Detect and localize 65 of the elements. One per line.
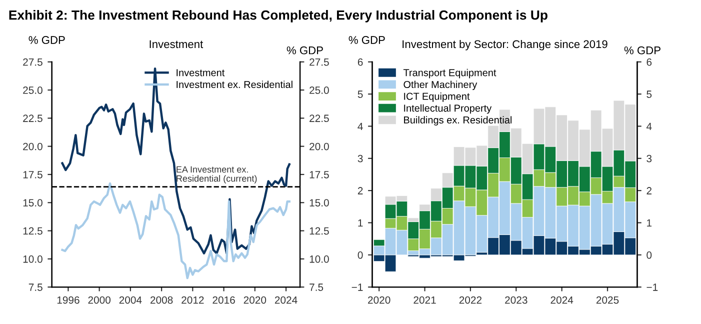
y-tick-label: 4 [358,122,363,130]
y2-tick-label: 4 [646,122,652,130]
x-tick-label: 2022 [459,296,482,304]
y-axis-title: % GDP [28,36,65,44]
y-tick-label: 25.0 [23,86,42,94]
legend-label: Investment [176,69,225,76]
x-tick-label: 2016 [212,296,235,304]
x-tick-label: 2024 [550,296,574,304]
y-tick-label: 3 [358,154,363,162]
y2-tick-label: 3 [646,154,652,162]
x-tick-label: 2012 [182,296,204,304]
legend-label: Investment ex. Residential [176,80,292,88]
x-tick-label: 2025 [596,296,619,304]
line-series [61,182,290,280]
y2-tick-label: −1 [646,284,658,291]
y2-tick-label: 0 [646,251,652,259]
legend-label: ICT Equipment [404,92,470,102]
y-tick-label: 7.5 [28,284,42,291]
y-tick-label: 27.5 [23,58,42,66]
x-tick-label: 2008 [150,296,173,304]
x-tick-label: 2023 [505,296,528,304]
y2-tick-label: 22.5 [310,114,329,122]
y-tick-label: 0 [358,251,363,259]
x-tick-label: 2024 [274,296,298,304]
y2-tick-label: 12.5 [310,227,329,235]
y-tick-label: 6 [358,58,363,66]
y-tick-label: 17.5 [23,171,42,178]
y2-tick-label: 17.5 [310,171,329,178]
y2-tick-label: 27.5 [310,58,329,66]
y2-axis-title: % GDP [286,46,323,54]
x-tick-label: 2020 [244,296,266,304]
y2-tick-label: 20.0 [310,142,329,150]
y2-tick-label: 6 [646,58,652,66]
y-tick-label: 1 [358,219,363,226]
y-tick-label: 5 [358,90,363,98]
x-tick-label: 2020 [368,296,390,304]
x-tick-label: 1996 [57,296,80,304]
legend-label: Intellectual Property [404,104,492,114]
y-tick-label: 22.5 [23,114,42,122]
chart-title: Exhibit 2: The Investment Rebound Has Completed, Every Industrial Component is Up [9,10,548,22]
legend-label: Transport Equipment [403,68,496,78]
y-tick-label: 15.0 [23,199,42,206]
line-series [61,68,290,254]
chart-subtitle: Investment [150,40,204,48]
chart-title: Investment by Sector: Change since 2019 [402,40,608,50]
y-tick-label: 2 [358,187,363,194]
y-axis-title: % GDP [348,36,385,44]
y2-tick-label: 15.0 [310,199,329,206]
y-tick-label: 10.0 [23,255,42,263]
y2-tick-label: 7.5 [310,284,324,291]
ref-line-label: EA Investment ex. Residential (current) [176,166,257,184]
y2-tick-label: 10.0 [310,255,329,263]
x-tick-label: 2021 [414,296,436,304]
y-tick-label: 20.0 [23,142,42,150]
legend-label: Other Machinery [404,80,478,90]
y2-tick-label: 25.0 [310,86,329,94]
y-tick-label: −1 [352,284,363,291]
legend-label: Buildings ex. Residential [404,116,512,126]
x-tick-label: 2004 [119,296,142,304]
y2-axis-title: % GDP [624,46,660,54]
y2-tick-label: 2 [646,187,652,194]
y2-tick-label: 1 [647,219,652,226]
y2-tick-label: 5 [646,90,652,98]
x-tick-label: 2000 [88,296,111,304]
y-tick-label: 12.5 [23,227,42,235]
